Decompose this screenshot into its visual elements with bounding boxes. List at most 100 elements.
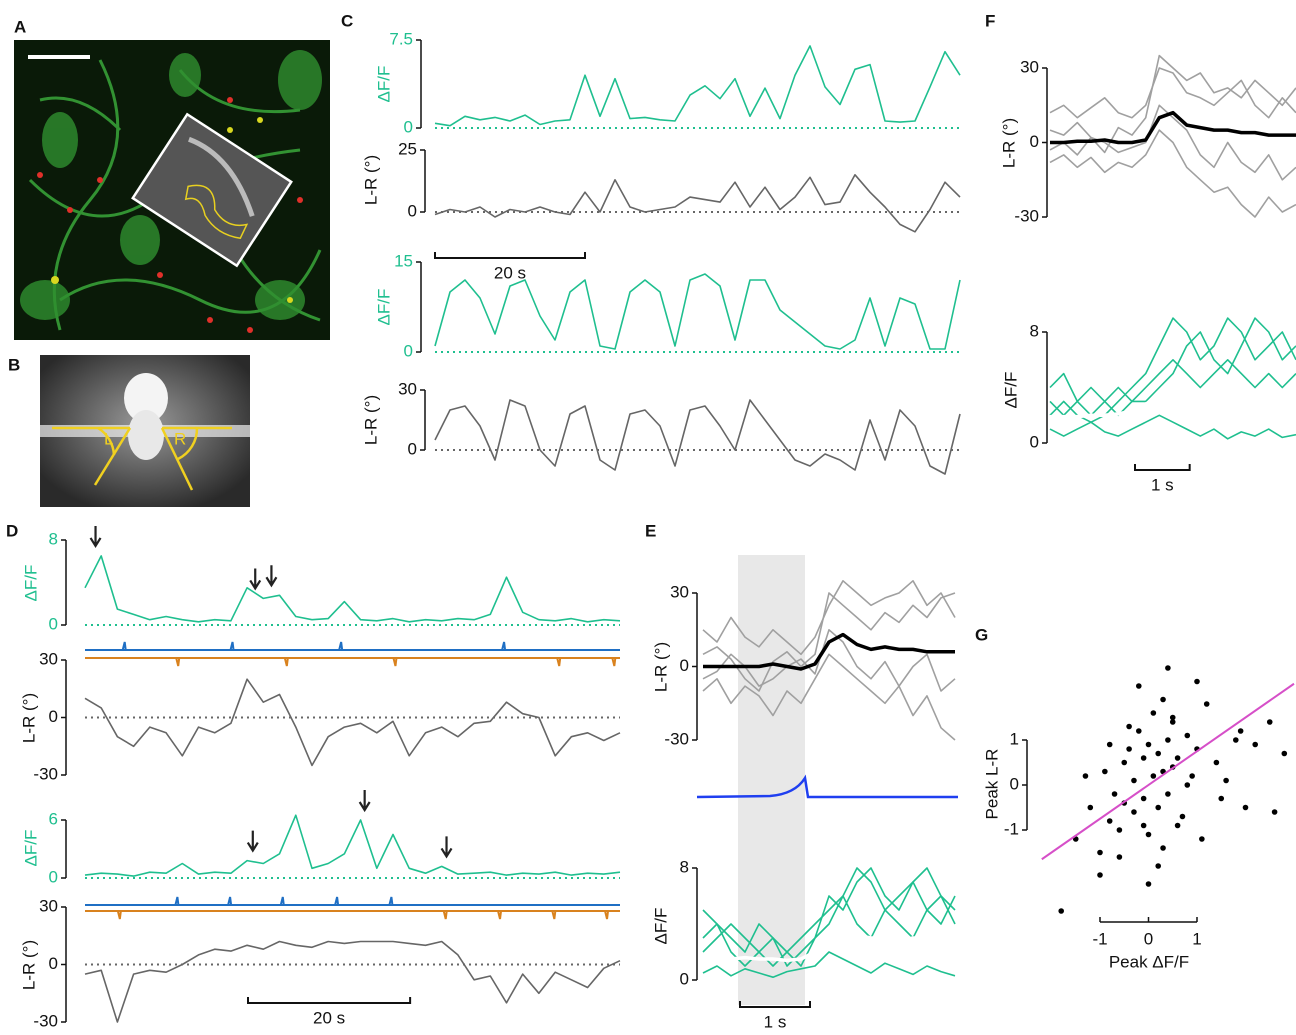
panel-label: E — [645, 521, 656, 540]
y-axis-label: L-R (°) — [999, 118, 1018, 168]
point — [1116, 854, 1123, 860]
event-pulse — [279, 896, 285, 906]
trace — [1049, 317, 1296, 417]
point — [1242, 804, 1249, 811]
point — [1140, 795, 1147, 802]
event-pulse — [611, 657, 617, 667]
trace — [1049, 317, 1296, 423]
point — [1126, 746, 1132, 752]
trace — [1050, 391, 1296, 419]
point — [1155, 863, 1161, 869]
point — [1155, 750, 1161, 757]
panel-label: D — [6, 521, 18, 540]
point — [1150, 710, 1157, 716]
arrow — [249, 568, 262, 591]
line-chart: -30 0 30 L-R (°) — [19, 649, 621, 783]
trace — [84, 940, 621, 1023]
y-axis-label: L-R (°) — [651, 642, 670, 692]
line-chart: 0 8 ΔF/F 1 s — [651, 857, 956, 1031]
event-pulse — [175, 657, 181, 667]
y-tick-label: 8 — [1030, 321, 1039, 340]
trace — [1049, 104, 1296, 181]
event-pulse — [116, 910, 122, 920]
event-pulse — [121, 641, 127, 651]
point — [1194, 678, 1200, 685]
y-tick-label: 7.5 — [389, 29, 413, 48]
point — [1150, 773, 1157, 779]
trace — [702, 580, 956, 656]
arrow — [440, 836, 453, 859]
trace — [703, 932, 956, 963]
line-chart: 0 8 ΔF/F — [21, 525, 621, 667]
point — [1184, 782, 1191, 788]
event-pulse — [229, 641, 235, 651]
scale-bar — [247, 997, 412, 1004]
point — [1169, 719, 1176, 725]
trace — [434, 174, 961, 233]
y-axis-label: L-R (°) — [19, 693, 38, 743]
y-axis-label: Peak L-R — [982, 749, 1001, 820]
fly-image: L R — [40, 355, 250, 507]
trace — [702, 592, 956, 692]
event-pulse — [283, 657, 289, 667]
point — [1097, 872, 1103, 878]
trace — [1049, 67, 1296, 119]
point — [1165, 737, 1171, 743]
point — [1252, 741, 1258, 748]
angle-label: L — [104, 429, 113, 448]
panel-label: C — [341, 11, 353, 30]
trace — [1049, 129, 1296, 218]
y-tick-label: 0 — [404, 341, 413, 360]
panel-label: B — [8, 355, 20, 374]
point — [1189, 773, 1195, 779]
y-axis-label: ΔF/F — [374, 289, 393, 326]
point — [1106, 741, 1113, 748]
y-tick-label: 1 — [1010, 729, 1019, 748]
y-tick-label: 6 — [49, 809, 58, 828]
scale-bar — [434, 252, 586, 259]
y-axis-label: L-R (°) — [19, 940, 38, 990]
point — [1223, 777, 1229, 784]
point — [1165, 665, 1171, 671]
point — [1131, 777, 1137, 784]
point — [1184, 732, 1191, 739]
scale-bar-label: 20 s — [313, 1008, 345, 1027]
trace — [434, 399, 961, 475]
y-tick-label: 8 — [49, 529, 58, 548]
trace — [702, 653, 956, 741]
y-tick-label: 0 — [1010, 774, 1019, 793]
line-chart: 0 25 L-R (°) 20 s — [361, 139, 961, 282]
scale-bar-label: 1 s — [1151, 475, 1174, 494]
trace — [702, 881, 956, 967]
y-axis-label: L-R (°) — [361, 155, 380, 205]
y-tick-label: -30 — [33, 1011, 58, 1030]
y-tick-label: -30 — [664, 729, 689, 748]
event-pulse — [338, 641, 344, 651]
x-tick-label: 1 — [1192, 929, 1201, 948]
y-tick-label: 0 — [49, 707, 58, 726]
point — [1169, 714, 1176, 721]
y-tick-label: 0 — [408, 439, 417, 458]
y-axis-label: ΔF/F — [374, 66, 393, 103]
panel-label: G — [975, 625, 988, 644]
x-tick-label: 0 — [1144, 929, 1153, 948]
point — [1271, 809, 1278, 815]
point — [1174, 755, 1181, 761]
point — [1131, 809, 1137, 815]
trace — [1049, 54, 1296, 154]
point — [1121, 759, 1128, 766]
stimulus-window — [738, 555, 805, 1005]
point — [1087, 804, 1094, 811]
x-axis-label: Peak ΔF/F — [1109, 952, 1189, 971]
point — [1281, 750, 1288, 757]
y-tick-label: 30 — [670, 582, 689, 601]
line-chart: -30 0 30 L-R (°) — [651, 580, 956, 748]
point — [1102, 768, 1108, 775]
scale-bar-label: 1 s — [764, 1012, 787, 1031]
scatter-chart: -1 0 1 -1 0 1 Peak L-R Peak ΔF/F — [982, 665, 1295, 971]
trace — [84, 678, 621, 767]
y-tick-label: 15 — [394, 251, 413, 270]
